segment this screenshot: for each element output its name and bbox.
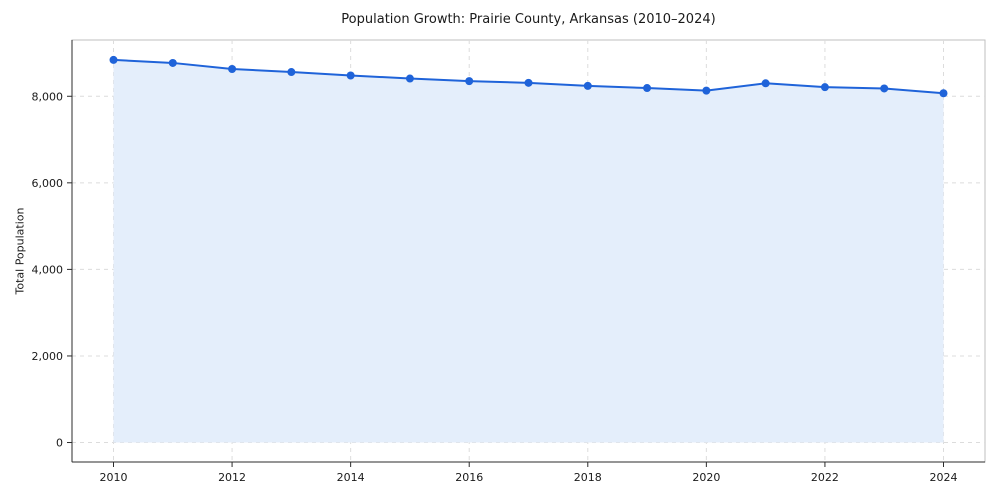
data-point	[109, 55, 118, 64]
x-tick-label: 2012	[218, 471, 246, 484]
data-point	[880, 84, 889, 93]
data-point	[583, 81, 592, 90]
data-point	[524, 78, 533, 87]
data-point	[820, 83, 829, 92]
data-point	[168, 58, 177, 67]
y-tick-label: 0	[56, 437, 63, 450]
x-tick-label: 2020	[692, 471, 720, 484]
data-point	[939, 89, 948, 98]
y-tick-label: 2,000	[32, 350, 64, 363]
x-tick-label: 2010	[100, 471, 128, 484]
x-tick-label: 2014	[337, 471, 365, 484]
data-point	[465, 77, 474, 86]
data-point	[405, 74, 414, 83]
x-tick-label: 2024	[930, 471, 958, 484]
y-axis-label: Total Population	[13, 207, 27, 295]
data-point	[702, 86, 711, 95]
y-tick-label: 6,000	[32, 177, 64, 190]
chart-title: Population Growth: Prairie County, Arkan…	[341, 12, 716, 27]
y-tick-label: 8,000	[32, 90, 64, 103]
y-tick-label: 4,000	[32, 263, 64, 276]
data-point	[228, 64, 237, 73]
x-tick-label: 2022	[811, 471, 839, 484]
x-tick-label: 2018	[574, 471, 602, 484]
data-point	[761, 79, 770, 88]
area-fill	[113, 59, 944, 443]
data-point	[643, 84, 652, 93]
data-point	[346, 71, 355, 80]
data-point	[287, 68, 296, 77]
x-tick-label: 2016	[455, 471, 483, 484]
